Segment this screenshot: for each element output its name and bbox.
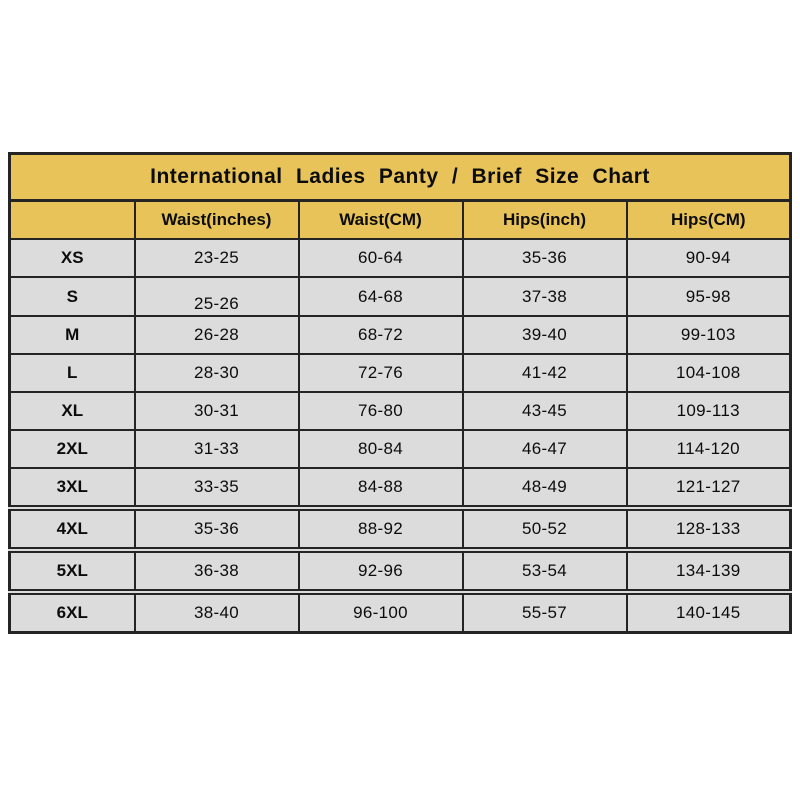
value-cell: 41-42 [461,353,628,393]
table-row-xs: XS 23-25 60-64 35-36 90-94 [8,238,792,278]
value-cell: 88-92 [297,505,464,551]
size-chart-table: International Ladies Panty / Brief Size … [8,152,793,634]
size-label: S [8,276,136,317]
value-cell: 128-133 [625,505,792,551]
value-cell: 50-52 [461,505,628,551]
value-cell: 53-54 [461,547,628,593]
value-cell: 25-26 [133,276,300,317]
size-label: XS [8,238,136,278]
size-label: 2XL [8,429,136,469]
value-cell: 37-38 [461,276,628,317]
size-label: L [8,353,136,393]
value-cell: 30-31 [133,391,300,431]
table-row-m: M 26-28 68-72 39-40 99-103 [8,315,792,355]
value-cell: 28-30 [133,353,300,393]
value-cell: 35-36 [461,238,628,278]
value-cell: 46-47 [461,429,628,469]
column-header-size [8,199,136,240]
size-label: XL [8,391,136,431]
size-label: 4XL [8,505,136,551]
value-cell: 121-127 [625,467,792,509]
value-cell: 31-33 [133,429,300,469]
value-cell: 99-103 [625,315,792,355]
table-row-5xl: 5XL 36-38 92-96 53-54 134-139 [8,547,792,593]
value-cell: 68-72 [297,315,464,355]
size-label: 5XL [8,547,136,593]
title-row: International Ladies Panty / Brief Size … [8,152,792,202]
value-cell: 55-57 [461,589,628,634]
value-cell: 64-68 [297,276,464,317]
value-cell: 76-80 [297,391,464,431]
value-cell: 95-98 [625,276,792,317]
value-cell: 114-120 [625,429,792,469]
value-cell: 48-49 [461,467,628,509]
table-row-s: S 25-26 64-68 37-38 95-98 [8,276,792,317]
column-header-waist-inches: Waist(inches) [133,199,300,240]
size-label: 3XL [8,467,136,509]
value-cell: 23-25 [133,238,300,278]
value-cell: 35-36 [133,505,300,551]
size-label: 6XL [8,589,136,634]
value-cell: 104-108 [625,353,792,393]
value-cell: 80-84 [297,429,464,469]
value-cell: 96-100 [297,589,464,634]
column-header-hips-cm: Hips(CM) [625,199,792,240]
value-cell: 39-40 [461,315,628,355]
value-cell: 36-38 [133,547,300,593]
column-header-hips-inch: Hips(inch) [461,199,628,240]
value-cell: 134-139 [625,547,792,593]
table-row-6xl: 6XL 38-40 96-100 55-57 140-145 [8,589,792,634]
value-cell: 60-64 [297,238,464,278]
value-cell: 72-76 [297,353,464,393]
value-cell: 140-145 [625,589,792,634]
table-row-4xl: 4XL 35-36 88-92 50-52 128-133 [8,505,792,551]
value-cell: 109-113 [625,391,792,431]
value-cell: 92-96 [297,547,464,593]
column-header-row: Waist(inches) Waist(CM) Hips(inch) Hips(… [8,199,792,240]
value-cell: 90-94 [625,238,792,278]
table-row-l: L 28-30 72-76 41-42 104-108 [8,353,792,393]
value-cell: 43-45 [461,391,628,431]
value-cell: 26-28 [133,315,300,355]
chart-title: International Ladies Panty / Brief Size … [8,152,792,202]
value-cell: 33-35 [133,467,300,509]
value-cell: 84-88 [297,467,464,509]
column-header-waist-cm: Waist(CM) [297,199,464,240]
value-cell: 38-40 [133,589,300,634]
size-label: M [8,315,136,355]
table-row-xl: XL 30-31 76-80 43-45 109-113 [8,391,792,431]
table-row-3xl: 3XL 33-35 84-88 48-49 121-127 [8,467,792,509]
table-row-2xl: 2XL 31-33 80-84 46-47 114-120 [8,429,792,469]
